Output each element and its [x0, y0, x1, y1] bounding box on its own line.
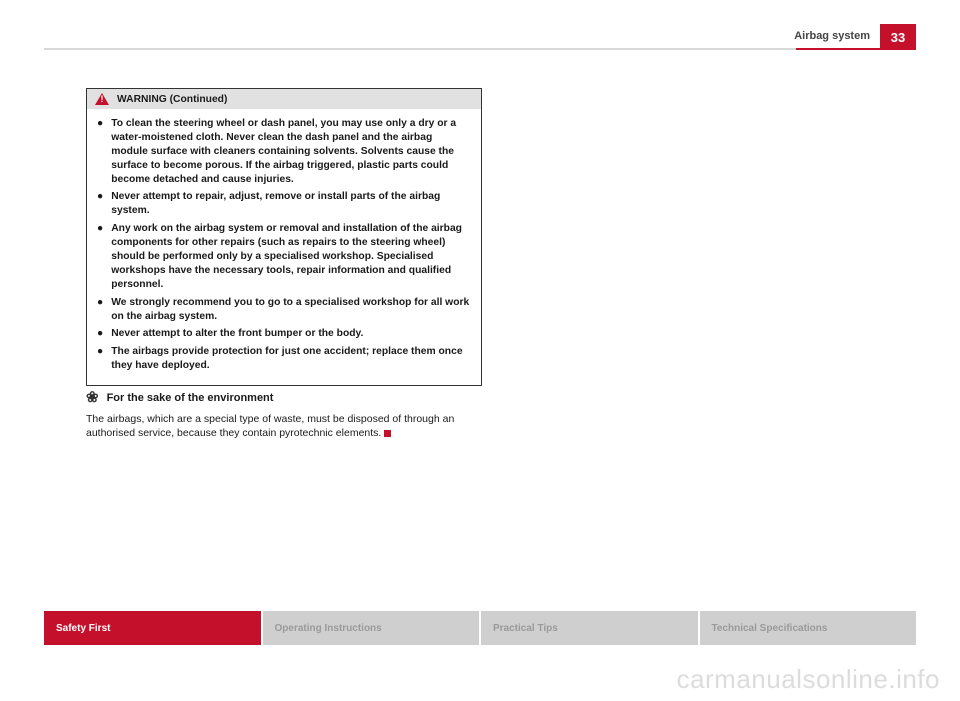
flower-icon: ❀ [86, 388, 99, 408]
warning-bullet: ●We strongly recommend you to go to a sp… [97, 296, 471, 324]
warning-bullet: ●Never attempt to alter the front bumper… [97, 327, 471, 341]
warning-bullet: ●Any work on the airbag system or remova… [97, 222, 471, 291]
warning-bullet-text: We strongly recommend you to go to a spe… [111, 296, 471, 324]
watermark-text: carmanualsonline.info [677, 664, 940, 695]
warning-bullet: ●To clean the steering wheel or dash pan… [97, 117, 471, 186]
warning-body: ●To clean the steering wheel or dash pan… [87, 109, 481, 385]
environment-body-text: The airbags, which are a special type of… [86, 413, 454, 439]
tab-safety-first[interactable]: Safety First [44, 611, 261, 645]
footer-tabs: Safety First Operating Instructions Prac… [44, 611, 916, 645]
manual-page: Airbag system 33 WARNING (Continued) ●To… [0, 0, 960, 701]
warning-triangle-icon [95, 93, 109, 105]
warning-bullet: ●Never attempt to repair, adjust, remove… [97, 190, 471, 218]
warning-bullet-text: Any work on the airbag system or removal… [111, 222, 471, 291]
environment-heading-text: For the sake of the environment [107, 391, 274, 406]
tab-operating-instructions[interactable]: Operating Instructions [263, 611, 480, 645]
warning-box: WARNING (Continued) ●To clean the steeri… [86, 88, 482, 386]
section-end-marker [384, 430, 391, 437]
section-title: Airbag system [794, 30, 870, 42]
header-divider [44, 48, 916, 50]
tab-practical-tips[interactable]: Practical Tips [481, 611, 698, 645]
environment-heading: ❀ For the sake of the environment [86, 388, 482, 408]
warning-bullet-text: Never attempt to repair, adjust, remove … [111, 190, 471, 218]
tab-technical-specifications[interactable]: Technical Specifications [700, 611, 917, 645]
warning-bullet: ●The airbags provide protection for just… [97, 345, 471, 373]
page-number-badge: 33 [880, 24, 916, 50]
environment-section: ❀ For the sake of the environment The ai… [86, 388, 482, 441]
warning-bullet-text: To clean the steering wheel or dash pane… [111, 117, 471, 186]
environment-body: The airbags, which are a special type of… [86, 412, 482, 440]
warning-bullet-text: The airbags provide protection for just … [111, 345, 471, 373]
warning-header: WARNING (Continued) [87, 89, 481, 109]
warning-bullet-text: Never attempt to alter the front bumper … [111, 327, 363, 341]
warning-title: WARNING (Continued) [117, 94, 227, 105]
